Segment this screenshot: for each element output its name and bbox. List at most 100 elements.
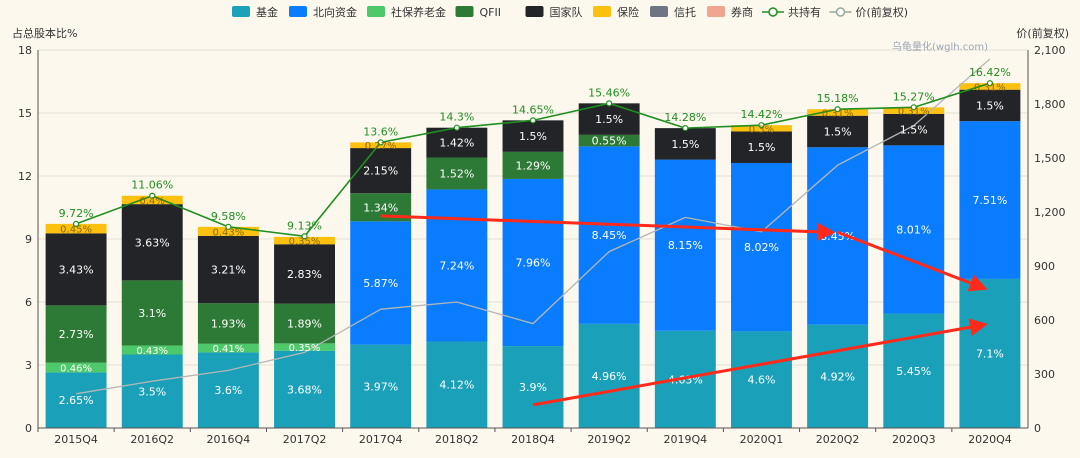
x-tick-label: 2020Q3	[892, 433, 936, 446]
bar-segment	[959, 83, 1021, 90]
total-line-label: 13.6%	[363, 125, 398, 138]
x-tick-label: 2016Q4	[207, 433, 251, 446]
y-left-tick-label: 9	[25, 233, 32, 246]
y-left-tick-label: 3	[25, 359, 32, 372]
bar-data-label: 3.21%	[211, 264, 246, 277]
total-line-point	[910, 104, 917, 111]
bar-data-label: 5.45%	[896, 365, 931, 378]
total-line-label: 16.42%	[969, 66, 1011, 79]
bar-segment	[350, 221, 412, 345]
bar-segment	[274, 303, 335, 344]
legend-label: 价(前复权)	[856, 5, 909, 19]
bar-segment	[502, 151, 564, 179]
x-tick-label: 2015Q4	[54, 433, 98, 446]
bar-data-label: 0.35%	[289, 237, 321, 248]
bar-data-label: 0.31%	[898, 107, 930, 118]
bar-segment	[959, 278, 1021, 428]
y-left-tick-label: 18	[18, 44, 32, 57]
y-right-tick-label: 900	[1034, 260, 1055, 273]
y-left-tick-label: 0	[25, 422, 32, 435]
bar-segment	[197, 303, 259, 344]
bar-data-label: 1.5%	[824, 125, 852, 138]
y-left-tick-label: 12	[18, 170, 32, 183]
bar-data-label: 0.46%	[60, 364, 92, 375]
x-tick-label: 2017Q2	[283, 433, 327, 446]
bar-data-label: 1.89%	[287, 318, 322, 331]
bar-data-label: 1.5%	[595, 113, 623, 126]
x-tick-label: 2017Q4	[359, 433, 403, 446]
bar-data-label: 2.73%	[59, 328, 94, 341]
bar-segment	[45, 305, 107, 363]
legend-swatch	[650, 6, 668, 17]
legend[interactable]: 基金 北向资金 社保养老金 QFII 国家队 保险 信托 券商 共持有 价(前复权)	[232, 5, 908, 19]
bar-data-label: 3.68%	[287, 383, 322, 396]
legend-item[interactable]: 社保养老金	[367, 5, 446, 19]
legend-label: 券商	[731, 5, 753, 19]
bar-data-label: 1.29%	[516, 159, 551, 172]
total-line-point	[986, 80, 994, 87]
bar-segment	[731, 331, 792, 428]
red-trend-arrow	[837, 230, 988, 292]
bar-stacks	[45, 83, 1021, 428]
total-line-label: 15.18%	[817, 92, 859, 105]
legend-item[interactable]: 保险	[593, 5, 639, 19]
total-line-label: 9.72%	[59, 207, 94, 220]
bar-segment	[959, 121, 1021, 279]
legend-swatch	[707, 6, 725, 17]
bar-segment	[197, 226, 259, 236]
bar-segment	[654, 128, 716, 160]
bar-segment	[883, 145, 945, 314]
x-tick-label: 2016Q2	[130, 433, 174, 446]
legend-item[interactable]: 共持有	[762, 5, 821, 19]
bar-segment	[654, 330, 716, 428]
legend-swatch	[455, 6, 474, 17]
legend-label: 保险	[617, 5, 639, 19]
x-tick-label: 2020Q1	[740, 433, 784, 446]
legend-label: 北向资金	[313, 5, 357, 19]
bar-segment	[807, 115, 869, 148]
legend-item[interactable]: 券商	[707, 5, 753, 19]
bar-segment	[350, 344, 412, 428]
x-tick-label: 2019Q2	[587, 433, 631, 446]
legend-item[interactable]: 基金	[232, 5, 278, 19]
bar-segment	[426, 341, 488, 428]
bar-segment	[274, 343, 335, 351]
bar-data-label: 7.96%	[516, 257, 551, 270]
bar-data-label: 1.5%	[747, 141, 775, 154]
legend-item[interactable]: 国家队	[525, 5, 583, 19]
bar-segment	[121, 204, 183, 281]
bar-segment	[426, 157, 488, 190]
bar-segment	[578, 323, 640, 428]
bar-data-label: 0.3%	[749, 124, 774, 135]
total-line-point	[72, 220, 80, 227]
legend-marker	[768, 7, 778, 17]
total-line-label: 11.06%	[131, 179, 173, 192]
red-trend-arrow	[532, 318, 988, 407]
annotation-arrows	[380, 214, 988, 407]
bar-data-label: 1.42%	[439, 137, 474, 150]
legend-item[interactable]: QFII	[455, 6, 501, 19]
bar-data-label: 4.96%	[592, 370, 627, 383]
total-line-label: 14.28%	[664, 111, 706, 124]
total-line-label: 14.65%	[512, 103, 554, 116]
legend-item[interactable]: 信托	[650, 5, 696, 19]
legend-label: 共持有	[788, 5, 821, 19]
bar-data-label: 0.43%	[136, 346, 168, 357]
total-line-label: 15.46%	[588, 86, 630, 99]
bar-segment	[426, 189, 488, 342]
bar-data-label: 4.12%	[439, 379, 474, 392]
legend-item[interactable]: 北向资金	[289, 5, 357, 19]
y-right-tick-label: 1,200	[1034, 206, 1066, 219]
bar-segment	[578, 134, 640, 147]
bar-data-label: 2.65%	[59, 394, 94, 407]
arrow-shaft	[532, 318, 988, 407]
legend-swatch	[525, 6, 544, 17]
bar-data-label: 4.92%	[820, 370, 855, 383]
bar-segment	[121, 345, 183, 355]
bar-data-label: 3.97%	[363, 380, 398, 393]
legend-item[interactable]: 价(前复权)	[829, 5, 909, 19]
y-left-tick-label: 6	[25, 296, 32, 309]
bar-data-label: 0.35%	[289, 343, 321, 354]
x-tick-label: 2019Q4	[663, 433, 707, 446]
